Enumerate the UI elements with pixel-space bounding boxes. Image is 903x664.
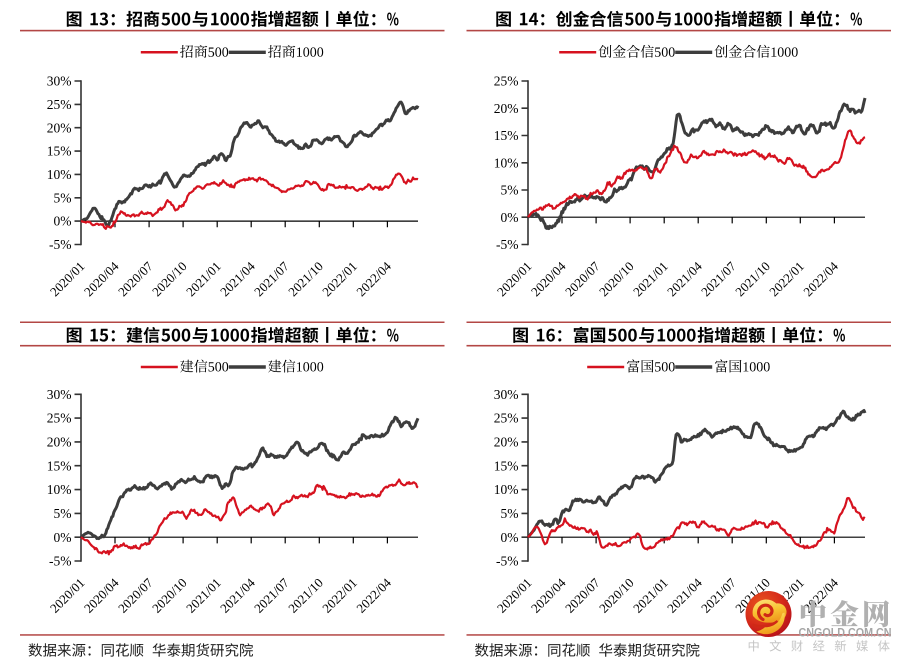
svg-text:20%: 20%	[494, 435, 519, 450]
svg-text:0%: 0%	[54, 530, 72, 545]
svg-text:25%: 25%	[47, 411, 72, 426]
svg-text:15%: 15%	[494, 458, 519, 473]
svg-text:30%: 30%	[47, 74, 72, 89]
svg-text:20%: 20%	[47, 435, 72, 450]
svg-text:5%: 5%	[54, 506, 72, 521]
svg-text:20%: 20%	[47, 120, 72, 135]
svg-text:CNGOLD.COM.CN: CNGOLD.COM.CN	[799, 626, 892, 640]
svg-text:15%: 15%	[494, 128, 519, 143]
svg-text:-5%: -5%	[496, 237, 519, 252]
svg-text:-5%: -5%	[49, 237, 72, 252]
svg-text:5%: 5%	[54, 190, 72, 205]
svg-text:-5%: -5%	[496, 554, 519, 569]
svg-text:30%: 30%	[47, 387, 72, 402]
svg-text:10%: 10%	[494, 482, 519, 497]
svg-text:0%: 0%	[501, 210, 519, 225]
svg-text:0%: 0%	[54, 214, 72, 229]
svg-text:30%: 30%	[494, 387, 519, 402]
svg-text:25%: 25%	[47, 97, 72, 112]
svg-text:25%: 25%	[494, 411, 519, 426]
svg-text:5%: 5%	[501, 183, 519, 198]
svg-text:10%: 10%	[47, 167, 72, 182]
svg-text:-5%: -5%	[49, 554, 72, 569]
svg-text:15%: 15%	[47, 458, 72, 473]
svg-text:5%: 5%	[501, 506, 519, 521]
svg-text:20%: 20%	[494, 101, 519, 116]
svg-text:0%: 0%	[501, 530, 519, 545]
svg-text:25%: 25%	[494, 74, 519, 89]
svg-text:10%: 10%	[494, 155, 519, 170]
svg-text:10%: 10%	[47, 482, 72, 497]
svg-text:15%: 15%	[47, 144, 72, 159]
